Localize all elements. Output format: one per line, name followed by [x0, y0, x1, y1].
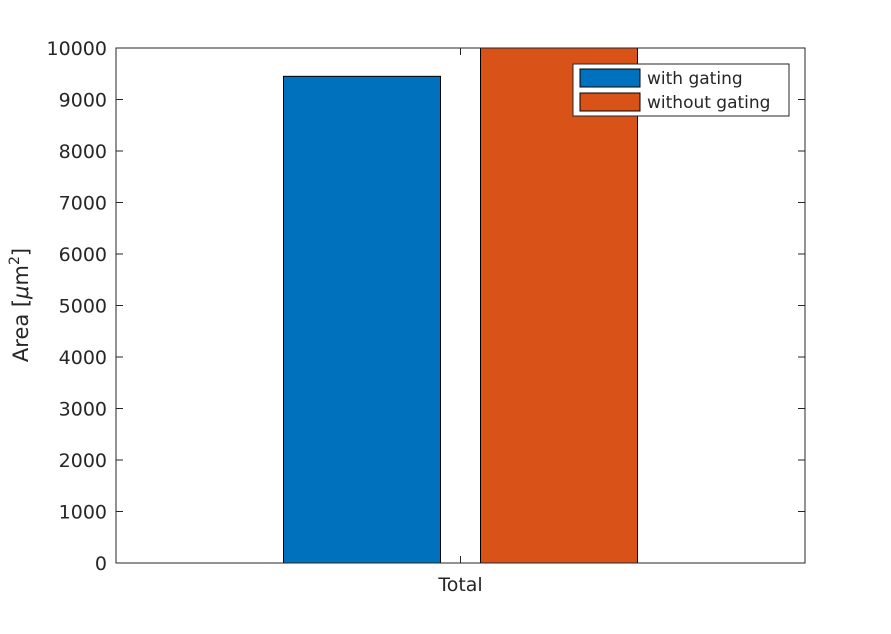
- legend-label-with-gating: with gating: [647, 69, 743, 89]
- y-tick-label: 5000: [59, 296, 107, 318]
- y-tick-label: 8000: [59, 141, 107, 163]
- y-axis-label-mu: μ: [9, 286, 33, 300]
- y-axis-label-suffix: ]: [9, 248, 33, 256]
- bar-without-gating: [480, 47, 638, 564]
- y-tick-label: 2000: [59, 450, 107, 472]
- y-axis-label: Area [μm2]: [7, 248, 33, 362]
- y-axis-label-sup: 2: [7, 256, 23, 265]
- y-tick-label: 9000: [59, 90, 107, 112]
- x-axis-ticks: Total: [437, 48, 483, 596]
- y-axis-label-prefix: Area [: [9, 299, 33, 362]
- y-tick-label: 10000: [47, 38, 107, 60]
- legend-swatch-without-gating: [579, 92, 641, 112]
- y-tick-label: 4000: [59, 347, 107, 369]
- plot-area: [116, 48, 805, 563]
- bar-with-gating: [283, 75, 441, 564]
- y-axis-ticks: 0 1000 2000 3000 4000 5000 6000 7000 8000 9000 100…: [47, 38, 805, 575]
- y-tick-label: 6000: [59, 244, 107, 266]
- y-tick-label: 3000: [59, 399, 107, 421]
- y-tick-label: 7000: [59, 193, 107, 215]
- legend-swatch-with-gating: [579, 68, 641, 88]
- bars-layer: [283, 47, 638, 564]
- legend: with gating without gating: [572, 63, 790, 117]
- x-tick-label: Total: [437, 574, 482, 596]
- y-tick-label: 1000: [59, 502, 107, 524]
- y-axis-label-unit: m: [9, 265, 33, 285]
- y-tick-label: 0: [95, 553, 107, 575]
- legend-label-without-gating: without gating: [647, 93, 770, 113]
